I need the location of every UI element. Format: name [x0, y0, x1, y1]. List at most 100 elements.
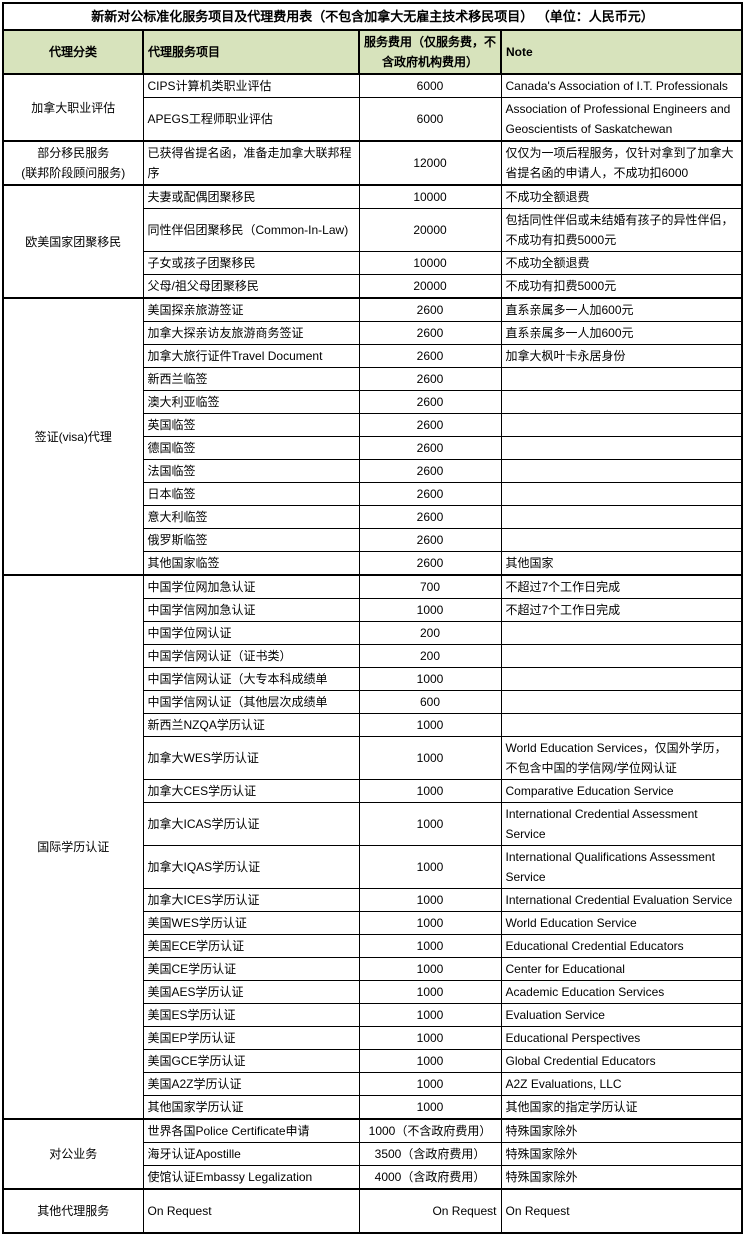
note-cell: 不成功有扣费5000元 [500, 274, 743, 299]
note-cell: 不成功全额退费 [500, 184, 743, 209]
service-cell: On Request [142, 1188, 360, 1234]
table-row: 海牙认证Apostille 3500（含政府费用） 特殊国家除外 [3, 1142, 743, 1166]
note-cell [500, 713, 743, 737]
note-cell [500, 528, 743, 552]
fee-cell: 6000 [358, 73, 502, 98]
note-cell [500, 436, 743, 460]
note-cell [500, 690, 743, 714]
service-cell: 美国A2Z学历认证 [142, 1072, 360, 1096]
note-cell: 特殊国家除外 [500, 1165, 743, 1190]
table-row: 俄罗斯临签 2600 [3, 528, 743, 552]
table-row: 欧美国家团聚移民 夫妻或配偶团聚移民 10000 不成功全额退费 [2, 184, 743, 299]
note-cell: 加拿大枫叶卡永居身份 [500, 344, 743, 368]
note-cell [500, 459, 743, 483]
service-cell: 中国学信网认证（证书类） [142, 644, 360, 668]
note-cell: Canada's Association of I.T. Professiona… [500, 73, 743, 98]
table-row: 美国CE学历认证 1000 Center for Educational [3, 957, 743, 981]
note-cell [500, 482, 743, 506]
table-row: 美国ECE学历认证 1000 Educational Credential Ed… [3, 934, 743, 958]
fee-cell: 700 [358, 574, 502, 599]
service-cell: 俄罗斯临签 [142, 528, 360, 552]
note-cell: Global Credential Educators [500, 1049, 743, 1073]
fee-cell: 1000 [358, 911, 502, 935]
page-title: 新新对公标准化服务项目及代理费用表（不包含加拿大无雇主技术移民项目） （单位：人… [2, 2, 743, 30]
fee-cell: 1000 [358, 667, 502, 691]
fee-cell: 6000 [358, 97, 502, 142]
fee-cell: 1000 [358, 736, 502, 780]
note-cell: 特殊国家除外 [500, 1118, 743, 1143]
col-header-service: 代理服务项目 [142, 29, 360, 75]
table-row: 意大利临签 2600 [3, 505, 743, 529]
note-cell: Educational Credential Educators [500, 934, 743, 958]
fee-cell: 2600 [358, 459, 502, 483]
fee-cell: 1000 [358, 598, 502, 622]
fee-cell: 1000 [358, 934, 502, 958]
service-cell: 法国临签 [142, 459, 360, 483]
table-row: 使馆认证Embassy Legalization 4000（含政府费用） 特殊国… [3, 1165, 743, 1190]
category-cell: 其他代理服务 [2, 1188, 144, 1234]
service-cell: 加拿大IQAS学历认证 [142, 845, 360, 889]
table-row: 加拿大ICES学历认证 1000 International Credentia… [3, 888, 743, 912]
service-cell: 日本临签 [142, 482, 360, 506]
col-header-note: Note [500, 29, 743, 75]
table-row: 签证(visa)代理 美国探亲旅游签证 2600 直系亲属多一人加600元 [2, 297, 743, 576]
service-cell: 中国学位网加急认证 [142, 574, 360, 599]
category-cell: 对公业务 [2, 1118, 144, 1190]
fee-cell: 20000 [358, 274, 502, 299]
category-cell: 国际学历认证 [2, 574, 144, 1120]
table-row: 澳大利亚临签 2600 [3, 390, 743, 414]
note-cell: International Credential Assessment Serv… [500, 802, 743, 846]
service-cell: 海牙认证Apostille [142, 1142, 360, 1166]
service-cell: 其他国家临签 [142, 551, 360, 576]
fee-cell: 3500（含政府费用） [358, 1142, 502, 1166]
fee-cell: 2600 [358, 551, 502, 576]
fee-cell: 1000 [358, 1026, 502, 1050]
note-cell: World Education Service [500, 911, 743, 935]
note-cell [500, 390, 743, 414]
note-cell: Comparative Education Service [500, 779, 743, 803]
table-row: 加拿大探亲访友旅游商务签证 2600 直系亲属多一人加600元 [3, 321, 743, 345]
service-cell: 中国学信网认证（大专本科成绩单 [142, 667, 360, 691]
table-row: 加拿大旅行证件Travel Document 2600 加拿大枫叶卡永居身份 [3, 344, 743, 368]
service-cell: 其他国家学历认证 [142, 1095, 360, 1120]
note-cell: 特殊国家除外 [500, 1142, 743, 1166]
service-cell: 同性伴侣团聚移民（Common-In-Law) [142, 208, 360, 252]
fee-cell: 2600 [358, 390, 502, 414]
note-cell: Association of Professional Engineers an… [500, 97, 743, 142]
fee-cell: 1000 [358, 1003, 502, 1027]
note-cell: 不超过7个工作日完成 [500, 574, 743, 599]
fee-cell: 1000 [358, 888, 502, 912]
service-cell: APEGS工程师职业评估 [142, 97, 360, 142]
note-cell [500, 644, 743, 668]
table-row: 子女或孩子团聚移民 10000 不成功全额退费 [3, 251, 743, 275]
note-cell [500, 413, 743, 437]
table-row: 其他代理服务 On Request On Request On Request [2, 1188, 743, 1234]
fee-cell: 200 [358, 644, 502, 668]
fee-cell: 1000 [358, 1095, 502, 1120]
note-cell: 不成功全额退费 [500, 251, 743, 275]
service-cell: 中国学信网认证（其他层次成绩单 [142, 690, 360, 714]
table-row: 对公业务 世界各国Police Certificate申请 1000（不含政府费… [2, 1118, 743, 1190]
service-cell: 美国WES学历认证 [142, 911, 360, 935]
table-row: 同性伴侣团聚移民（Common-In-Law) 20000 包括同性伴侣或未结婚… [3, 208, 743, 252]
service-cell: 新西兰NZQA学历认证 [142, 713, 360, 737]
fee-cell: 2600 [358, 344, 502, 368]
note-cell: 直系亲属多一人加600元 [500, 297, 743, 322]
note-cell: Center for Educational [500, 957, 743, 981]
service-cell: 德国临签 [142, 436, 360, 460]
service-cell: 美国EP学历认证 [142, 1026, 360, 1050]
note-cell: International Credential Evaluation Serv… [500, 888, 743, 912]
fee-cell: 1000 [358, 980, 502, 1004]
table-row: 新西兰临签 2600 [3, 367, 743, 391]
service-cell: 已获得省提名函，准备走加拿大联邦程序 [142, 140, 360, 186]
table-row: 美国ES学历认证 1000 Evaluation Service [3, 1003, 743, 1027]
service-cell: 美国探亲旅游签证 [142, 297, 360, 322]
service-cell: 英国临签 [142, 413, 360, 437]
service-cell: 父母/祖父母团聚移民 [142, 274, 360, 299]
table-row: 日本临签 2600 [3, 482, 743, 506]
table-row: APEGS工程师职业评估 6000 Association of Profess… [3, 97, 743, 142]
fee-cell: 10000 [358, 251, 502, 275]
table-row: 其他国家临签 2600 其他国家 [3, 551, 743, 576]
note-cell [500, 367, 743, 391]
service-cell: 澳大利亚临签 [142, 390, 360, 414]
